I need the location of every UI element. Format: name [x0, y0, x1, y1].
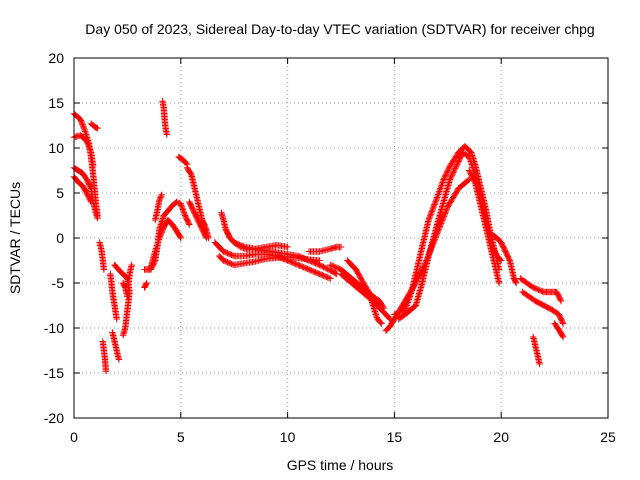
data-point-markers [337, 270, 394, 323]
data-point-markers [530, 333, 543, 368]
data-series-s33 [517, 275, 565, 305]
y-tick-label: 20 [48, 50, 64, 66]
x-tick-label: 5 [177, 429, 185, 445]
data-series-s18 [184, 164, 212, 242]
data-series-s36 [551, 320, 567, 341]
data-series-s24 [305, 243, 345, 255]
y-tick-label: 15 [48, 95, 64, 111]
data-series-s12 [141, 279, 150, 291]
data-point-markers [184, 164, 212, 242]
y-tick-labels: -20 -15 -10 -5 0 5 10 15 20 [44, 50, 64, 426]
data-point-markers [87, 120, 101, 132]
data-series-s31 [466, 167, 503, 287]
data-series-s27 [337, 270, 394, 323]
data-series-s14 [147, 216, 184, 270]
data-point-markers [141, 198, 193, 273]
data-points [70, 98, 567, 375]
data-point-markers [517, 275, 565, 305]
y-axis-label: SDTVAR / TECUs [7, 182, 23, 294]
grid-lines [74, 58, 608, 418]
data-series-s23 [231, 239, 291, 252]
x-tick-label: 10 [280, 429, 296, 445]
data-point-markers [107, 270, 120, 323]
data-point-markers [70, 132, 97, 170]
data-series-s8 [107, 270, 120, 323]
data-point-markers [147, 216, 184, 270]
y-tick-label: -10 [44, 320, 64, 336]
data-point-markers [141, 279, 150, 291]
data-point-markers [119, 261, 135, 300]
data-point-markers [186, 198, 210, 242]
y-tick-label: 5 [56, 185, 64, 201]
data-point-markers [159, 98, 171, 138]
x-tick-label: 0 [70, 429, 78, 445]
data-series-s2 [70, 132, 97, 170]
data-series-s17 [175, 153, 191, 168]
data-series-s6 [96, 239, 108, 273]
x-tick-label: 15 [387, 429, 403, 445]
data-point-markers [487, 230, 520, 287]
y-tick-label: -15 [44, 365, 64, 381]
data-series-s15 [152, 191, 165, 224]
x-axis-label: GPS time / hours [287, 457, 394, 473]
y-tick-label: 0 [56, 230, 64, 246]
x-tick-label: 20 [493, 429, 509, 445]
data-point-markers [96, 239, 108, 273]
data-series-s35 [530, 333, 543, 368]
data-point-markers [152, 191, 165, 224]
data-point-markers [551, 320, 567, 341]
x-tick-labels: 0 5 10 15 20 25 [70, 429, 616, 445]
data-point-markers [519, 288, 567, 327]
data-point-markers [466, 167, 503, 287]
data-point-markers [231, 239, 291, 252]
data-series-s9 [109, 329, 123, 363]
data-point-markers [305, 243, 345, 255]
data-series-s19 [186, 198, 210, 242]
data-series-s34 [519, 288, 567, 327]
data-series-s7 [99, 338, 110, 375]
data-series-s32 [487, 230, 520, 287]
data-point-markers [216, 252, 323, 269]
data-series-s28 [382, 176, 473, 334]
data-series-s11 [119, 261, 135, 300]
data-series-s16 [159, 98, 171, 138]
data-point-markers [175, 153, 191, 168]
data-point-markers [99, 338, 110, 375]
data-series-s5 [87, 120, 101, 132]
y-tick-label: -5 [52, 275, 65, 291]
data-point-markers [109, 329, 123, 363]
chart-title: Day 050 of 2023, Sidereal Day-to-day VTE… [85, 21, 594, 37]
data-point-markers [382, 176, 473, 334]
data-series-s13 [141, 198, 193, 273]
y-tick-label: -20 [44, 410, 64, 426]
axis-ticks [73, 57, 609, 419]
y-tick-label: 10 [48, 140, 64, 156]
data-series-s22 [216, 252, 323, 269]
x-tick-label: 25 [600, 429, 616, 445]
